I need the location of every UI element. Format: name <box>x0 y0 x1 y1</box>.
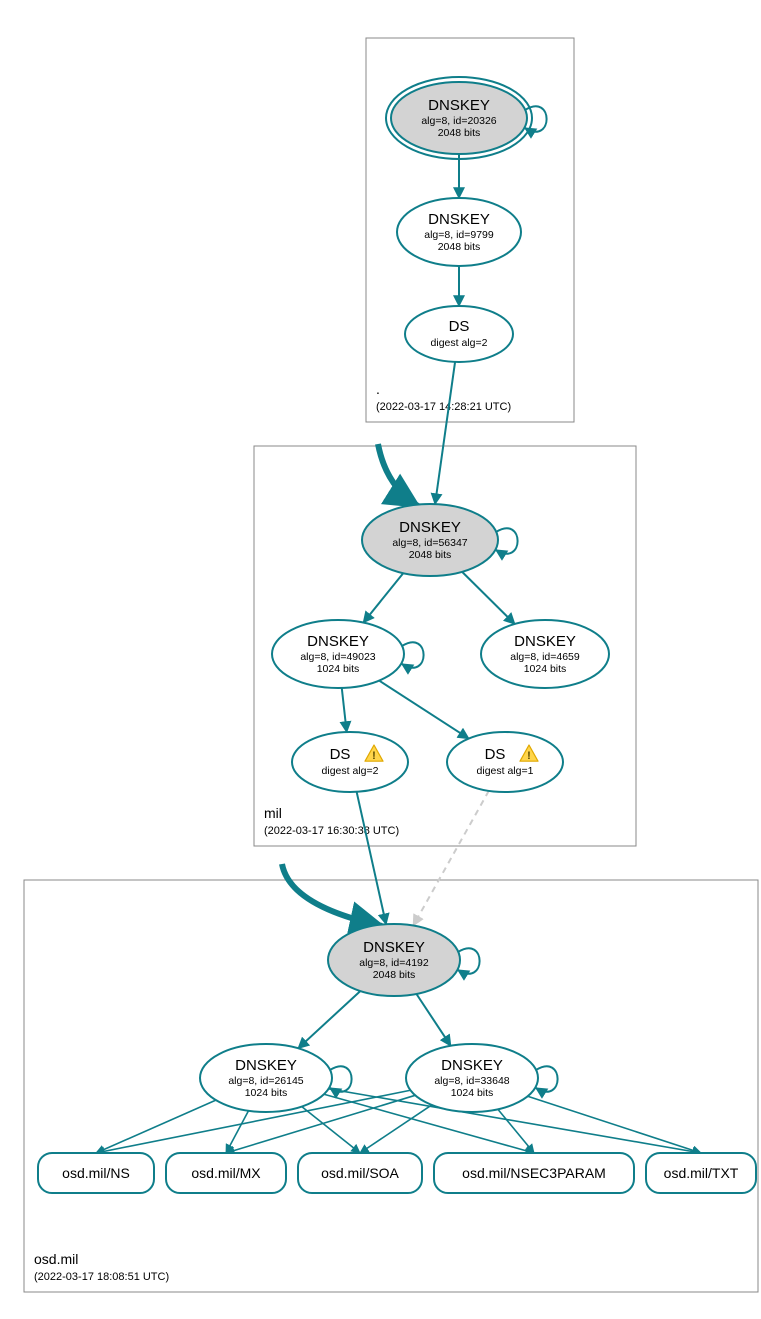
edge-rr <box>360 1105 432 1153</box>
svg-text:mil: mil <box>264 805 282 821</box>
node-mil_zsk2: DNSKEYalg=8, id=46591024 bits <box>481 620 609 688</box>
svg-text:alg=8, id=56347: alg=8, id=56347 <box>392 537 467 549</box>
svg-text:DS: DS <box>485 746 506 763</box>
node-root_zsk: DNSKEYalg=8, id=97992048 bits <box>397 198 521 266</box>
svg-text:2048 bits: 2048 bits <box>409 549 452 561</box>
edge <box>357 792 386 924</box>
svg-text:alg=8, id=9799: alg=8, id=9799 <box>424 229 494 241</box>
node-mil_ds1: DS digest alg=1 <box>447 732 563 792</box>
self-loop <box>402 642 424 667</box>
svg-text:osd.mil/TXT: osd.mil/TXT <box>664 1165 739 1181</box>
svg-text:osd.mil/SOA: osd.mil/SOA <box>321 1165 399 1181</box>
zone-entry-arrow <box>378 444 418 506</box>
svg-text:DNSKEY: DNSKEY <box>363 939 425 956</box>
svg-text:alg=8, id=4192: alg=8, id=4192 <box>359 957 429 969</box>
edge <box>462 572 515 624</box>
svg-text:digest alg=2: digest alg=2 <box>322 765 379 777</box>
svg-text:2048 bits: 2048 bits <box>373 969 416 981</box>
svg-text:alg=8, id=20326: alg=8, id=20326 <box>421 115 496 127</box>
node-root_ds: DS digest alg=2 <box>405 306 513 362</box>
svg-text:digest alg=1: digest alg=1 <box>477 765 534 777</box>
svg-text:DNSKEY: DNSKEY <box>235 1057 297 1074</box>
self-loop <box>496 528 518 553</box>
node-osd_ksk: DNSKEYalg=8, id=41922048 bits <box>328 924 480 996</box>
svg-text:2048 bits: 2048 bits <box>438 241 481 253</box>
svg-text:!: ! <box>372 750 376 762</box>
svg-text:1024 bits: 1024 bits <box>524 663 567 675</box>
svg-text:1024 bits: 1024 bits <box>451 1087 494 1099</box>
svg-text:osd.mil: osd.mil <box>34 1251 78 1267</box>
node-osd_zsk1: DNSKEYalg=8, id=261451024 bits <box>200 1044 352 1112</box>
self-loop <box>536 1066 558 1091</box>
edge <box>416 994 450 1046</box>
svg-text:alg=8, id=33648: alg=8, id=33648 <box>434 1075 509 1087</box>
svg-text:alg=8, id=49023: alg=8, id=49023 <box>300 651 375 663</box>
edge-rr <box>528 1096 701 1153</box>
svg-text:alg=8, id=4659: alg=8, id=4659 <box>510 651 580 663</box>
edge <box>435 362 455 504</box>
edge-rr <box>302 1107 360 1153</box>
node-mil_zsk1: DNSKEYalg=8, id=490231024 bits <box>272 620 424 688</box>
node-mil_ksk: DNSKEYalg=8, id=563472048 bits <box>362 504 518 576</box>
self-loop <box>330 1066 352 1091</box>
svg-text:(2022-03-17 18:08:51 UTC): (2022-03-17 18:08:51 UTC) <box>34 1271 169 1283</box>
svg-text:DNSKEY: DNSKEY <box>399 519 461 536</box>
edge <box>379 681 469 739</box>
svg-text:digest alg=2: digest alg=2 <box>431 337 488 349</box>
svg-text:osd.mil/MX: osd.mil/MX <box>191 1165 261 1181</box>
svg-text:(2022-03-17 14:28:21 UTC): (2022-03-17 14:28:21 UTC) <box>376 401 511 413</box>
svg-text:DS: DS <box>449 318 470 335</box>
edge-rr <box>96 1100 216 1153</box>
svg-text:.: . <box>376 381 380 397</box>
node-osd_zsk2: DNSKEYalg=8, id=336481024 bits <box>406 1044 558 1112</box>
svg-text:!: ! <box>527 750 531 762</box>
edge <box>342 688 347 732</box>
svg-text:alg=8, id=26145: alg=8, id=26145 <box>228 1075 303 1087</box>
edge-rr <box>498 1109 534 1153</box>
svg-text:1024 bits: 1024 bits <box>317 663 360 675</box>
svg-text:2048 bits: 2048 bits <box>438 127 481 139</box>
svg-text:osd.mil/NSEC3PARAM: osd.mil/NSEC3PARAM <box>462 1165 606 1181</box>
svg-text:DNSKEY: DNSKEY <box>514 633 576 650</box>
edge <box>413 791 489 926</box>
svg-text:DNSKEY: DNSKEY <box>307 633 369 650</box>
svg-text:DS: DS <box>330 746 351 763</box>
svg-text:DNSKEY: DNSKEY <box>441 1057 503 1074</box>
node-root_ksk: DNSKEYalg=8, id=203262048 bits <box>386 77 547 159</box>
node-mil_ds2: DS digest alg=2 <box>292 732 408 792</box>
svg-text:(2022-03-17 16:30:38 UTC): (2022-03-17 16:30:38 UTC) <box>264 825 399 837</box>
svg-text:DNSKEY: DNSKEY <box>428 97 490 114</box>
svg-text:DNSKEY: DNSKEY <box>428 211 490 228</box>
edge <box>298 991 360 1048</box>
self-loop <box>525 106 547 131</box>
svg-text:osd.mil/NS: osd.mil/NS <box>62 1165 130 1181</box>
edge <box>363 573 403 622</box>
self-loop <box>458 948 480 973</box>
svg-text:1024 bits: 1024 bits <box>245 1087 288 1099</box>
zone-entry-arrow <box>282 864 382 926</box>
dnssec-graph: . (2022-03-17 14:28:21 UTC) mil (2022-03-17… <box>10 10 761 1309</box>
